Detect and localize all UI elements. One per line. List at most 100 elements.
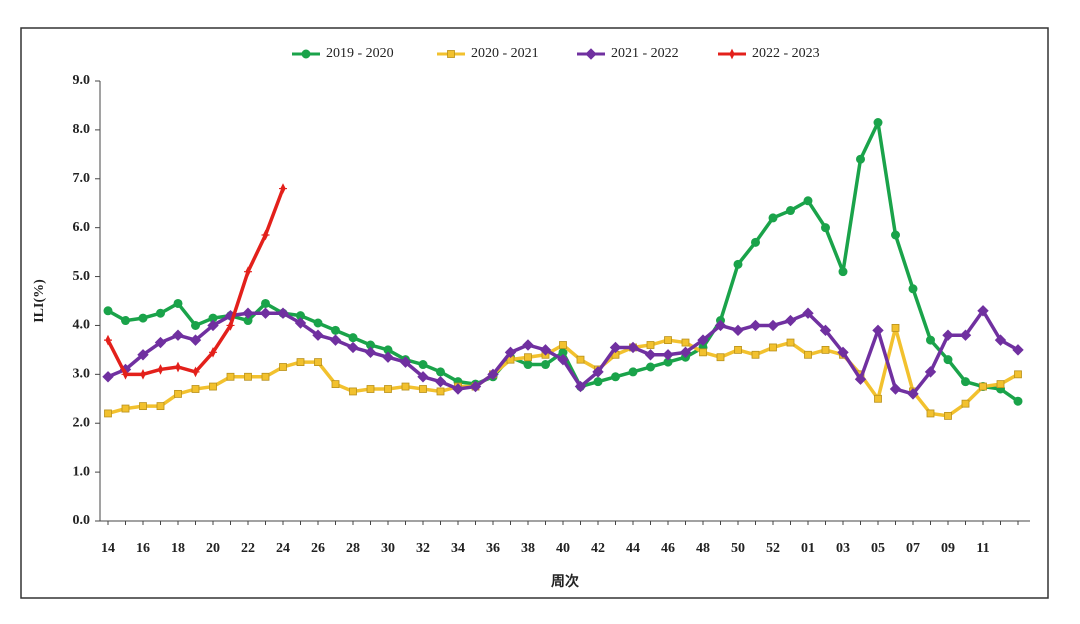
data-point (837, 346, 849, 359)
data-point (959, 329, 972, 341)
x-tick-label: 14 (101, 541, 115, 556)
legend-label: 2022 - 2023 (752, 46, 820, 61)
data-point (786, 338, 795, 347)
data-point (174, 361, 182, 373)
data-point (802, 307, 814, 319)
data-point (769, 343, 777, 352)
legend-label: 2020 - 2021 (471, 46, 539, 61)
data-point (401, 382, 410, 391)
data-point (943, 355, 953, 365)
y-axis-label: ILI(%) (32, 279, 47, 323)
x-tick-label: 32 (416, 541, 430, 556)
data-point (384, 385, 392, 393)
data-point (156, 402, 165, 411)
data-point (261, 298, 270, 308)
x-tick-label: 40 (556, 541, 570, 556)
data-point (524, 353, 532, 362)
data-point (173, 298, 183, 308)
data-point (557, 353, 569, 366)
data-point (469, 380, 482, 393)
data-point (539, 344, 552, 356)
x-tick-label: 01 (801, 541, 815, 556)
data-point (574, 380, 587, 393)
x-tick-label: 28 (346, 541, 360, 556)
data-point (926, 409, 935, 418)
y-tick-label: 0.0 (73, 513, 91, 528)
data-point (174, 389, 182, 398)
data-point (628, 367, 638, 377)
data-point (244, 372, 252, 381)
x-tick-label: 09 (941, 541, 955, 556)
y-tick-label: 9.0 (73, 73, 91, 88)
data-point (733, 259, 743, 269)
data-point (751, 350, 760, 359)
data-point (926, 335, 935, 345)
data-point (313, 318, 323, 328)
data-point (716, 353, 725, 362)
x-tick-label: 26 (311, 541, 325, 556)
data-point (417, 371, 429, 383)
data-point (891, 323, 900, 332)
data-point (907, 388, 919, 400)
data-point (242, 307, 254, 319)
legend-marker (447, 50, 455, 58)
x-tick-label: 05 (871, 541, 885, 556)
data-point (714, 319, 727, 332)
x-tick-label: 20 (206, 541, 220, 556)
data-point (679, 346, 692, 359)
data-point (996, 380, 1005, 389)
data-point (522, 339, 534, 351)
data-point (382, 351, 394, 363)
y-tick-label: 8.0 (73, 122, 91, 137)
data-point (349, 387, 357, 396)
legend-marker (585, 48, 597, 60)
y-tick-label: 2.0 (73, 415, 91, 430)
data-point (191, 320, 200, 330)
data-point (277, 307, 289, 319)
y-tick-label: 4.0 (73, 318, 91, 333)
frame (20, 27, 1049, 599)
data-point (786, 206, 795, 216)
data-point (296, 358, 305, 367)
data-point (121, 404, 130, 413)
data-point (889, 383, 902, 395)
data-point (139, 402, 147, 411)
data-point (104, 334, 112, 346)
data-point (139, 368, 147, 380)
x-tick-label: 34 (451, 541, 465, 556)
series-line (106, 187, 285, 377)
data-point (559, 341, 567, 349)
data-point (979, 382, 987, 391)
data-point (942, 329, 954, 341)
data-point (259, 307, 272, 319)
y-tick-label: 6.0 (73, 220, 91, 235)
data-point (261, 229, 270, 241)
data-point (209, 346, 217, 358)
data-point (172, 329, 184, 341)
data-point (189, 334, 202, 346)
data-point (1014, 370, 1022, 379)
data-point (364, 346, 377, 359)
data-point (347, 341, 359, 354)
data-point (804, 350, 812, 359)
data-point (121, 368, 130, 380)
data-point (418, 360, 428, 370)
data-point (261, 372, 270, 381)
data-point (121, 316, 130, 326)
data-point (646, 341, 655, 349)
data-point (434, 375, 447, 388)
data-point (768, 213, 778, 223)
data-point (872, 324, 884, 337)
data-point (662, 349, 674, 361)
data-point (873, 118, 883, 128)
x-tick-label: 44 (626, 541, 640, 556)
data-point (908, 284, 918, 294)
data-point (209, 382, 217, 391)
data-point (924, 366, 937, 378)
data-point (191, 366, 200, 378)
data-point (819, 324, 832, 337)
data-point (784, 314, 797, 327)
data-point (348, 333, 358, 343)
data-point (576, 355, 585, 364)
